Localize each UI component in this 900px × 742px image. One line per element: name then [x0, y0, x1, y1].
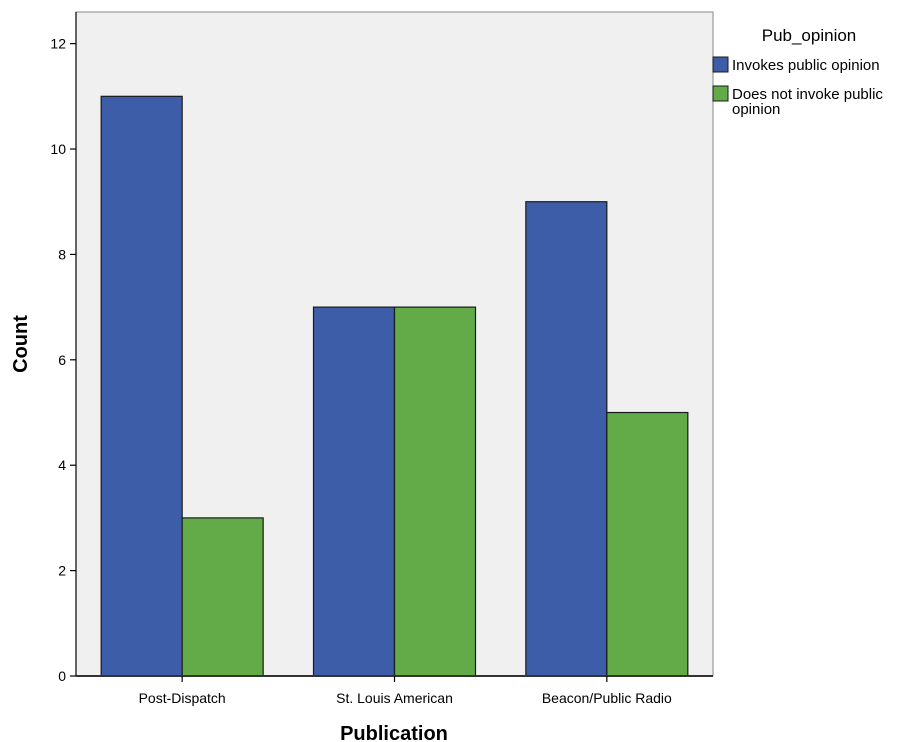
legend: Pub_opinion Invokes public opinion Does n… [712, 26, 883, 118]
y-tick-label: 4 [58, 457, 66, 473]
legend-label-invokes: Invokes public opinion [732, 57, 880, 74]
bars-group [100, 95, 689, 677]
bar-invokes-1 [100, 95, 183, 677]
x-tick-label: Beacon/Public Radio [542, 690, 672, 706]
y-tick-label: 2 [58, 563, 66, 579]
y-tick-label: 6 [58, 352, 66, 368]
y-tick-label: 0 [58, 668, 66, 684]
bar-does-not-invoke-1 [181, 517, 264, 677]
y-tick-label: 10 [50, 141, 66, 157]
y-axis: 0 2 4 6 8 10 12 [50, 12, 77, 684]
bar-invokes-3 [525, 201, 608, 677]
legend-title: Pub_opinion [762, 26, 857, 45]
bar-does-not-invoke-3 [606, 411, 689, 677]
bar-does-not-invoke-2 [393, 306, 477, 677]
x-axis: Post-Dispatch St. Louis American Beacon/Pu… [76, 675, 713, 706]
legend-swatch-invokes [712, 56, 729, 73]
y-axis-title: Count [10, 315, 32, 373]
y-tick-label: 12 [50, 36, 66, 52]
legend-label-does-not-invoke: Does not invoke public opinion [732, 86, 883, 118]
legend-swatch-does-not-invoke [712, 85, 729, 102]
x-tick-label: Post-Dispatch [139, 690, 226, 706]
x-axis-title: Publication [340, 723, 448, 742]
x-tick-label: St. Louis American [336, 690, 453, 706]
bar-invokes-2 [312, 306, 396, 677]
y-tick-label: 8 [58, 246, 66, 262]
